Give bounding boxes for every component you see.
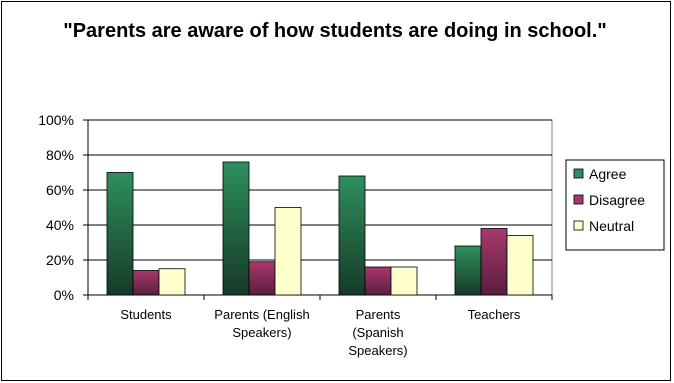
legend-label-disagree: Disagree xyxy=(589,192,645,208)
bar-neutral xyxy=(390,266,418,296)
bar-agree xyxy=(338,175,366,296)
bar-disagree xyxy=(248,261,276,296)
x-tick-label: Students xyxy=(120,307,172,322)
bar-agree xyxy=(106,172,134,296)
x-tick-label: Speakers) xyxy=(348,343,407,358)
bar-neutral xyxy=(274,207,302,296)
legend: Agree Disagree Neutral xyxy=(565,159,665,251)
plot-area: 0% 20% 40% 60% 80% 100% Students Parents (Engli… xyxy=(38,112,553,358)
legend-swatch-agree xyxy=(573,168,584,179)
legend-swatch-disagree xyxy=(573,194,584,205)
legend-swatch-neutral xyxy=(573,220,584,231)
x-tick-label: Parents xyxy=(356,307,401,322)
bar-disagree xyxy=(364,266,392,296)
bar-agree xyxy=(222,161,250,296)
x-tick-label: Teachers xyxy=(468,307,521,322)
y-tick-label: 0% xyxy=(54,287,74,303)
chart-title: "Parents are aware of how students are d… xyxy=(63,20,607,42)
y-tick-label: 80% xyxy=(46,147,74,163)
y-tick-label: 20% xyxy=(46,252,74,268)
legend-label-agree: Agree xyxy=(589,166,627,182)
legend-label-neutral: Neutral xyxy=(589,218,634,234)
bar-agree xyxy=(454,245,482,296)
y-tick-label: 100% xyxy=(38,112,74,128)
bar-disagree xyxy=(132,270,160,296)
x-tick-label: Parents (English xyxy=(214,307,309,322)
y-tick-label: 40% xyxy=(46,217,74,233)
x-tick-label: (Spanish xyxy=(352,325,403,340)
bar-neutral xyxy=(506,235,534,296)
bar-disagree xyxy=(480,228,508,296)
y-tick-label: 60% xyxy=(46,182,74,198)
bar-neutral xyxy=(158,268,186,296)
x-tick-label: Speakers) xyxy=(232,325,291,340)
